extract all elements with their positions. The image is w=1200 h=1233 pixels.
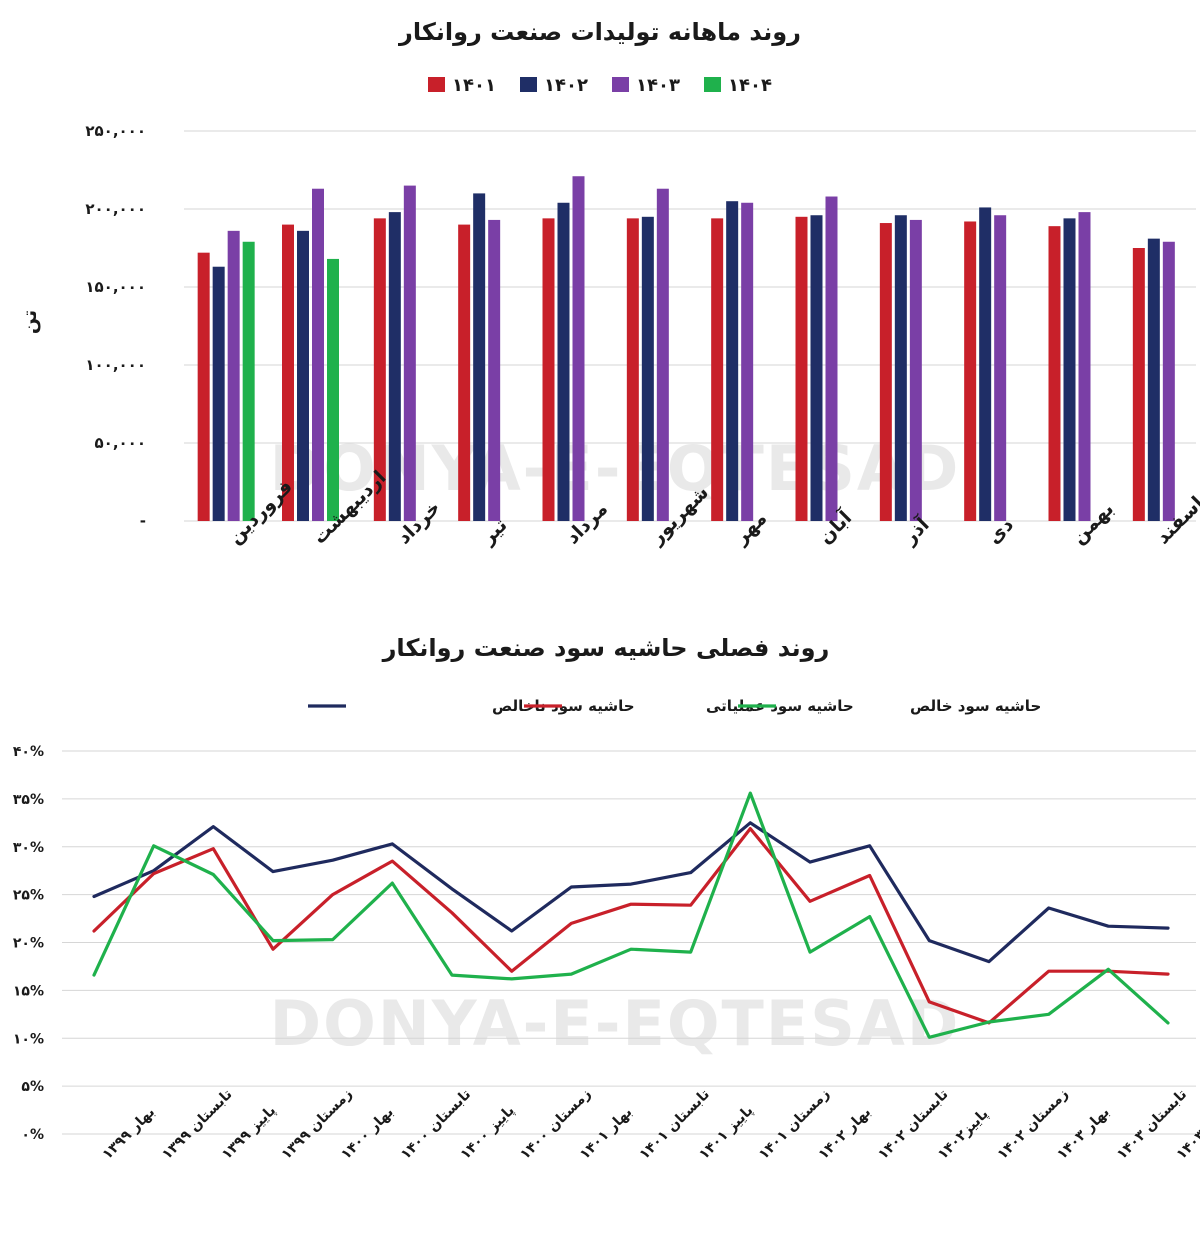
bar xyxy=(825,196,838,521)
series-line xyxy=(92,791,1170,1039)
series-line xyxy=(92,821,1170,964)
bar xyxy=(711,218,724,522)
bar xyxy=(312,188,324,521)
legend-label: حاشیه سود ناخالص xyxy=(492,697,635,715)
bar xyxy=(242,241,255,521)
bar xyxy=(572,176,585,522)
legend-label: ۱۴۰۱ xyxy=(452,75,496,96)
line-chart-ytick-label: ۰% xyxy=(21,1127,44,1143)
bar xyxy=(297,230,309,521)
bar xyxy=(964,221,977,522)
bar xyxy=(212,266,225,521)
legend-label: حاشیه سود خالص xyxy=(910,697,1041,715)
bar-chart-title: روند ماهانه تولیدات صنعت روانکار xyxy=(398,18,801,46)
bar xyxy=(458,224,471,521)
bar xyxy=(557,202,570,521)
bar xyxy=(282,224,294,521)
legend-swatch xyxy=(428,77,445,92)
bar xyxy=(879,223,892,522)
watermark-text: DONYA-E-EQTESAD xyxy=(270,987,961,1060)
bar xyxy=(641,216,654,522)
bar-chart-ytick-label: ۵۰,۰۰۰ xyxy=(95,434,146,452)
legend-swatch xyxy=(612,77,629,92)
legend-swatch xyxy=(704,77,721,92)
bar xyxy=(656,188,669,521)
legend-label: ۱۴۰۴ xyxy=(728,75,772,96)
line-chart-ytick-label: ۳۰% xyxy=(13,840,44,856)
line-chart-ytick-label: ۱۵% xyxy=(13,983,44,999)
bar xyxy=(1132,248,1145,521)
legend-label: ۱۴۰۲ xyxy=(544,75,588,96)
line-chart-ytick-label: ۳۵% xyxy=(13,792,44,808)
bar-chart-ytick-label: ۲۰۰,۰۰۰ xyxy=(85,200,146,218)
line-chart-title: روند فصلی حاشیه سود صنعت روانکار xyxy=(382,634,830,662)
legend-label: ۱۴۰۳ xyxy=(636,75,680,96)
bar xyxy=(726,201,739,521)
line-chart-ytick-label: ۲۵% xyxy=(13,888,44,904)
bar xyxy=(197,252,210,521)
bar xyxy=(626,218,639,522)
bar xyxy=(741,202,754,521)
bar xyxy=(388,212,401,521)
bar xyxy=(979,207,992,521)
bar xyxy=(909,219,922,522)
legend-label: حاشیه سود عملیاتی xyxy=(706,697,854,715)
line-chart-ytick-label: ۱۰% xyxy=(13,1031,44,1047)
line-chart-ytick-label: ۵% xyxy=(21,1079,44,1095)
legend-swatch xyxy=(520,77,537,92)
bar xyxy=(542,218,555,522)
bar xyxy=(403,185,416,521)
bar xyxy=(327,258,339,521)
bar xyxy=(795,216,808,522)
line-chart-category-label: پاییز ۱۳۹۹ xyxy=(219,1103,279,1163)
bar xyxy=(994,215,1007,522)
bar xyxy=(473,193,486,521)
line-chart-category-label: پاییز ۱۴۰۱ xyxy=(696,1103,756,1163)
line-chart-category-label: پاییز ۱۴۰۰ xyxy=(458,1103,518,1163)
bar xyxy=(1147,238,1160,521)
bar-chart-ytick-label: ۱۵۰,۰۰۰ xyxy=(85,278,146,296)
line-chart-ytick-label: ۴۰% xyxy=(13,744,44,760)
bar xyxy=(810,215,823,522)
bar xyxy=(227,230,240,521)
bar-chart-ytick-label: ۲۵۰,۰۰۰ xyxy=(85,122,146,140)
bar xyxy=(1078,212,1091,521)
bar xyxy=(1048,226,1061,521)
bar-chart-ytick-label: - xyxy=(140,512,146,530)
bar xyxy=(373,218,386,522)
bar xyxy=(488,219,501,522)
bar xyxy=(1162,241,1175,521)
bar xyxy=(1063,218,1076,522)
bar xyxy=(894,215,907,522)
bar-chart-ylabel: تن xyxy=(19,310,41,334)
line-chart-ytick-label: ۲۰% xyxy=(13,936,44,952)
bar-chart-ytick-label: ۱۰۰,۰۰۰ xyxy=(85,356,146,374)
